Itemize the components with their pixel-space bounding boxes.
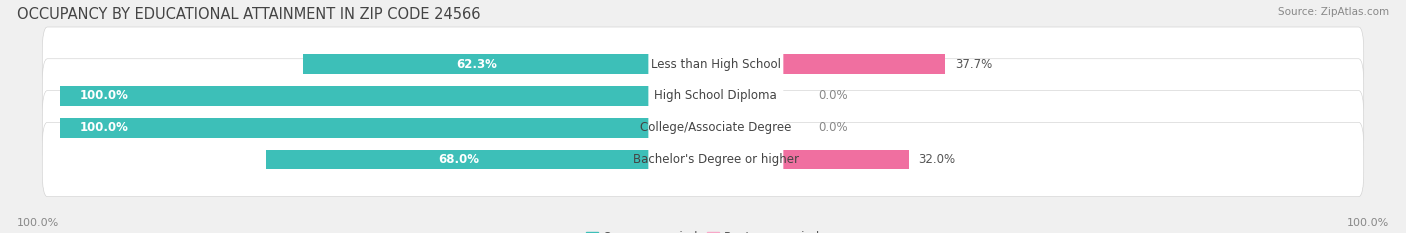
- Legend: Owner-occupied, Renter-occupied: Owner-occupied, Renter-occupied: [581, 226, 825, 233]
- Text: 0.0%: 0.0%: [818, 121, 848, 134]
- FancyBboxPatch shape: [42, 27, 1364, 101]
- Text: Source: ZipAtlas.com: Source: ZipAtlas.com: [1278, 7, 1389, 17]
- Text: High School Diploma: High School Diploma: [654, 89, 778, 103]
- Text: OCCUPANCY BY EDUCATIONAL ATTAINMENT IN ZIP CODE 24566: OCCUPANCY BY EDUCATIONAL ATTAINMENT IN Z…: [17, 7, 481, 22]
- FancyBboxPatch shape: [648, 71, 783, 121]
- Bar: [60, 118, 703, 137]
- FancyBboxPatch shape: [648, 134, 783, 185]
- Text: College/Associate Degree: College/Associate Degree: [640, 121, 792, 134]
- Bar: [266, 150, 703, 169]
- Text: 68.0%: 68.0%: [439, 153, 479, 166]
- Bar: [60, 86, 703, 106]
- Text: Bachelor's Degree or higher: Bachelor's Degree or higher: [633, 153, 799, 166]
- Bar: [703, 118, 728, 137]
- Text: 100.0%: 100.0%: [80, 89, 128, 103]
- Text: 100.0%: 100.0%: [1347, 218, 1389, 228]
- FancyBboxPatch shape: [648, 103, 783, 153]
- Bar: [703, 150, 908, 169]
- Text: 32.0%: 32.0%: [918, 153, 956, 166]
- Text: Less than High School: Less than High School: [651, 58, 780, 71]
- Text: 0.0%: 0.0%: [818, 89, 848, 103]
- Bar: [703, 54, 945, 74]
- FancyBboxPatch shape: [42, 91, 1364, 165]
- FancyBboxPatch shape: [42, 59, 1364, 133]
- Text: 100.0%: 100.0%: [80, 121, 128, 134]
- Text: 37.7%: 37.7%: [955, 58, 993, 71]
- FancyBboxPatch shape: [648, 39, 783, 89]
- Bar: [703, 86, 728, 106]
- Text: 62.3%: 62.3%: [457, 58, 498, 71]
- Bar: [302, 54, 703, 74]
- Text: 100.0%: 100.0%: [17, 218, 59, 228]
- FancyBboxPatch shape: [42, 122, 1364, 197]
